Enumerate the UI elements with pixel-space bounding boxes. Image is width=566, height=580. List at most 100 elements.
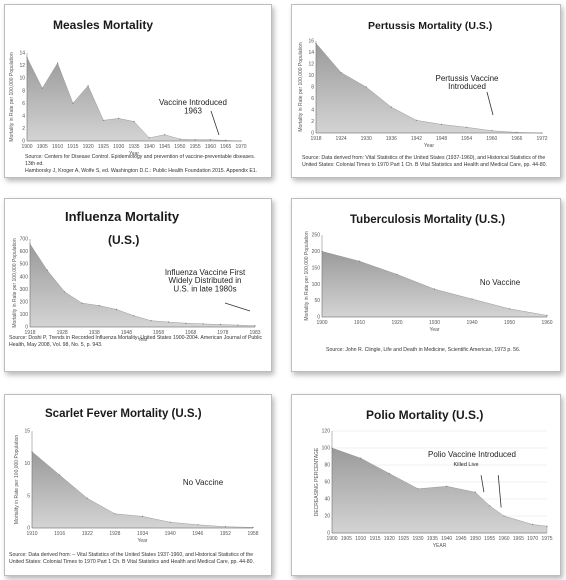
tuberculosis-x-tick: 1910 [354,320,365,326]
influenza-subtitle: (U.S.) [108,233,139,247]
scarlet-fever-y-tick: 5 [27,493,30,499]
polio-x-tick: 1900 [326,536,337,542]
tuberculosis-point [358,260,361,262]
tuberculosis-y-label: Mortality in Rate per 100,000 Population [304,231,310,320]
measles-chart-card: Measles Mortality 0 2 4 6 8 10 12 14 1900 1905 1910… [4,4,272,178]
tuberculosis-point [433,288,436,290]
tuberculosis-x-tick: 1920 [391,320,402,326]
pertussis-y-label: Mortality in Rate per 100,000 Population [298,42,304,131]
influenza-x-tick: 1983 [249,330,260,336]
pertussis-y-tick: 14 [308,50,314,56]
tuberculosis-x-tick: 1940 [466,320,477,326]
polio-x-tick: 1970 [527,536,538,542]
measles-x-tick: 1940 [144,144,155,150]
pertussis-point [441,123,443,125]
scarlet-fever-title: Scarlet Fever Mortality (U.S.) [45,408,202,420]
polio-point [546,525,548,527]
polio-point [388,472,390,475]
polio-x-tick: 1910 [355,536,366,542]
pertussis-x-tick: 1954 [461,136,472,142]
influenza-x-tick: 1918 [24,330,35,336]
influenza-x-tick: 1968 [185,330,196,336]
measles-y-tick: 10 [19,76,25,82]
measles-x-tick: 1935 [128,144,139,150]
influenza-point [219,323,221,326]
tuberculosis-x-tick: 1960 [541,320,552,326]
pertussis-source: Source: Data derived from: Vital Statist… [302,155,547,168]
scarlet-fever-x-tick: 1922 [82,531,93,537]
polio-point [489,505,491,507]
pertussis-x-tick: 1966 [511,136,522,142]
scarlet-fever-point [59,474,61,476]
scarlet-fever-point [169,521,171,523]
polio-title: Polio Mortality (U.S.) [366,408,483,422]
influenza-point [150,320,152,322]
scarlet-fever-x-tick: 1952 [220,531,231,537]
influenza-annotation-arrow [224,302,251,312]
influenza-source: Source: Doshi P, Trends in Recorded Infl… [9,335,263,348]
pertussis-area [315,42,543,134]
polio-y-tick: 20 [324,514,330,520]
pertussis-point [466,126,468,128]
tuberculosis-area [321,251,548,318]
measles-point [225,139,227,141]
influenza-x-tick: 1958 [153,330,164,336]
polio-point [417,488,419,490]
measles-y-label: Mortality in Rate per 100,000 Population [9,52,15,141]
scarlet-fever-point [197,524,199,526]
tuberculosis-title: Tuberculosis Mortality (U.S.) [350,214,505,226]
polio-x-tick: 1905 [341,536,352,542]
measles-point [133,120,135,123]
influenza-chart-card: Influenza Mortality (U.S.) 0 100 200 300 400 50… [4,198,272,372]
measles-x-tick: 1955 [190,144,201,150]
pertussis-x-tick: 1918 [310,136,321,142]
measles-chart: Measles Mortality 0 2 4 6 8 10 12 14 1900 1905 1910… [9,18,247,157]
scarlet-fever-point [252,526,254,528]
scarlet-fever-x-label: Year [137,538,147,544]
measles-x-tick: 1905 [37,144,48,150]
pertussis-y-tick: 8 [311,85,314,91]
measles-x-tick: 1900 [21,144,32,150]
tuberculosis-point [471,298,473,300]
influenza-x-tick: 1928 [57,330,68,336]
measles-x-tick: 1970 [235,144,246,150]
scarlet-fever-x-tick: 1916 [54,531,65,537]
tuberculosis-y-tick: 200 [312,249,321,255]
measles-point [148,137,150,139]
pertussis-x-tick: 1924 [336,136,347,142]
scarlet-fever-x-tick: 1928 [109,531,120,537]
influenza-y-tick: 200 [20,299,29,305]
influenza-y-tick: 600 [20,249,29,255]
tuberculosis-x-tick: 1900 [316,320,327,326]
measles-point [118,117,120,119]
polio-y-tick: 0 [327,531,330,537]
polio-point [360,457,362,459]
influenza-annotation: Influenza Vaccine First Widely Distribute… [165,268,246,293]
influenza-point [202,323,204,325]
influenza-point [167,321,170,323]
scarlet-fever-point [86,497,88,499]
polio-x-tick: 1960 [498,536,509,542]
pertussis-x-tick: 1942 [411,136,422,142]
influenza-x-tick: 1978 [217,330,228,336]
polio-x-tick: 1920 [384,536,395,542]
pertussis-y-tick: 6 [311,96,314,102]
scarlet-fever-y-tick: 15 [24,429,30,435]
influenza-point [64,291,66,293]
scarlet-fever-x-tick: 1946 [192,531,203,537]
measles-x-label: Year [129,151,139,157]
tuberculosis-y-tick: 150 [312,265,321,271]
tuberculosis-chart: Tuberculosis Mortality (U.S.) 0 50 100 150 20… [304,214,553,333]
scarlet-fever-point [141,515,144,517]
polio-x-tick: 1930 [412,536,423,542]
scarlet-fever-y-tick: 10 [24,461,30,467]
tuberculosis-source: Source: John R. Clingle, Life and Death … [326,347,521,353]
tuberculosis-point [546,314,548,316]
influenza-y-tick: 700 [20,237,29,243]
measles-point [102,119,104,121]
influenza-x-tick: 1938 [89,330,100,336]
polio-area [331,447,548,534]
tuberculosis-x-tick: 1930 [429,320,440,326]
pertussis-y-tick: 10 [308,73,314,79]
scarlet-fever-chart-card: Scarlet Fever Mortality (U.S.) 0 5 10 15 1910… [4,394,272,576]
